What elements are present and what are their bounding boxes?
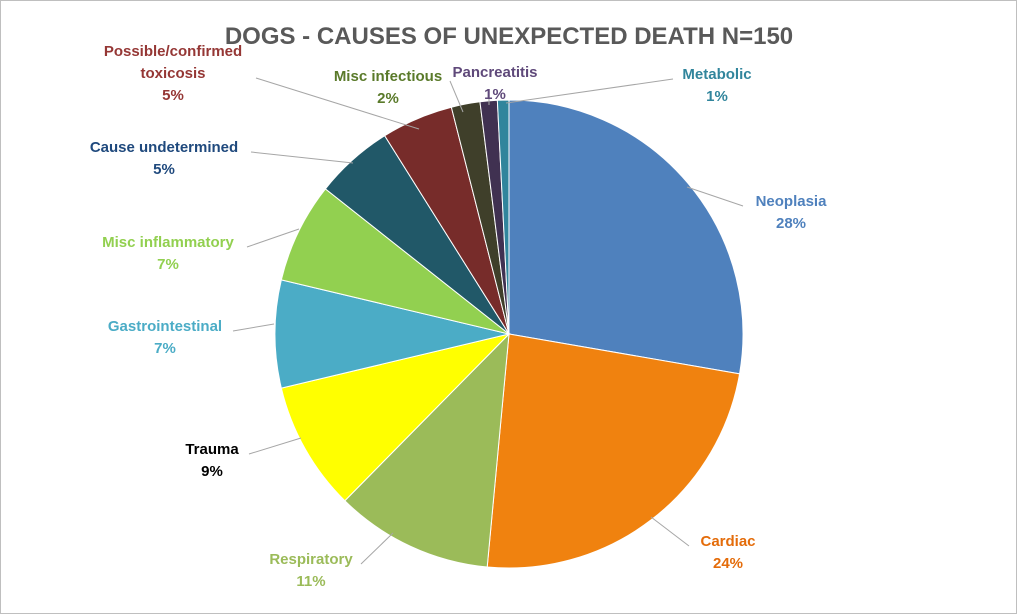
slice-label-name: Respiratory	[269, 551, 353, 568]
pie-slice-trauma	[280, 333, 511, 502]
slice-label-name: toxicosis	[140, 65, 205, 82]
pie-slice-respiratory	[344, 332, 510, 568]
leader-line-cause-undetermined	[250, 151, 354, 164]
leader-line-metabolic	[505, 78, 674, 104]
slice-label-possible-confirmed-toxicosis: Possible/confirmed toxicosis 5%	[104, 43, 242, 104]
slice-label-percent: 24%	[713, 555, 743, 572]
slice-label-percent: 5%	[153, 161, 175, 178]
slice-label-name: Misc inflammatory	[102, 234, 234, 251]
slice-label-respiratory: Respiratory 11%	[269, 551, 353, 590]
leader-line-cardiac	[650, 516, 690, 547]
slice-labels: Neoplasia 28% Cardiac 24% Respiratory 11% Trau…	[90, 43, 827, 590]
leader-line-trauma	[248, 437, 302, 455]
slice-label-misc-infectious: Misc infectious 2%	[334, 68, 442, 107]
slice-label-percent: 11%	[296, 573, 325, 590]
slice-label-percent: 1%	[706, 88, 728, 105]
chart-title: DOGS - CAUSES OF UNEXPECTED DEATH N=150	[225, 23, 793, 50]
slice-label-name: Pancreatitis	[452, 64, 537, 81]
slice-label-percent: 7%	[157, 256, 179, 273]
leader-line-neoplasia	[686, 186, 744, 207]
slice-label-percent: 7%	[154, 340, 176, 357]
slice-label-metabolic: Metabolic 1%	[682, 66, 751, 105]
slice-label-percent: 1%	[484, 86, 506, 103]
slice-label-name: Cause undetermined	[90, 139, 238, 156]
slice-label-name: Neoplasia	[756, 193, 828, 210]
leader-lines	[232, 77, 744, 565]
slice-label-gastrointestinal: Gastrointestinal 7%	[108, 318, 222, 357]
leader-line-misc-infectious	[449, 80, 464, 113]
slice-label-name: Trauma	[185, 441, 239, 458]
leader-line-gastrointestinal	[232, 323, 275, 332]
leader-line-possible-confirmed-toxicosis	[255, 77, 420, 130]
pie-slice-metabolic	[496, 99, 510, 335]
pie-slices	[274, 99, 744, 569]
slice-label-percent: 5%	[162, 87, 184, 104]
slice-label-trauma: Trauma 9%	[185, 441, 239, 480]
pie-slice-gastrointestinal	[274, 279, 510, 389]
leader-line-respiratory	[360, 532, 394, 565]
slice-label-name: Cardiac	[700, 533, 755, 550]
slice-label-percent: 28%	[776, 215, 806, 232]
slice-label-percent: 2%	[377, 90, 399, 107]
slice-label-name: Gastrointestinal	[108, 318, 222, 335]
slice-label-percent: 9%	[201, 463, 223, 480]
slice-label-name: Metabolic	[682, 66, 751, 83]
leader-line-misc-inflammatory	[246, 228, 300, 248]
slice-label-cardiac: Cardiac 24%	[700, 533, 755, 572]
slice-label-name: Possible/confirmed	[104, 43, 242, 60]
pie-slice-neoplasia	[508, 99, 744, 375]
pie-slice-cardiac	[486, 333, 741, 569]
slice-label-name: Misc infectious	[334, 68, 442, 85]
slice-label-misc-inflammatory: Misc inflammatory 7%	[102, 234, 234, 273]
slice-label-cause-undetermined: Cause undetermined 5%	[90, 139, 238, 178]
slice-label-neoplasia: Neoplasia 28%	[756, 193, 828, 232]
slice-label-pancreatitis: Pancreatitis 1%	[452, 64, 537, 103]
